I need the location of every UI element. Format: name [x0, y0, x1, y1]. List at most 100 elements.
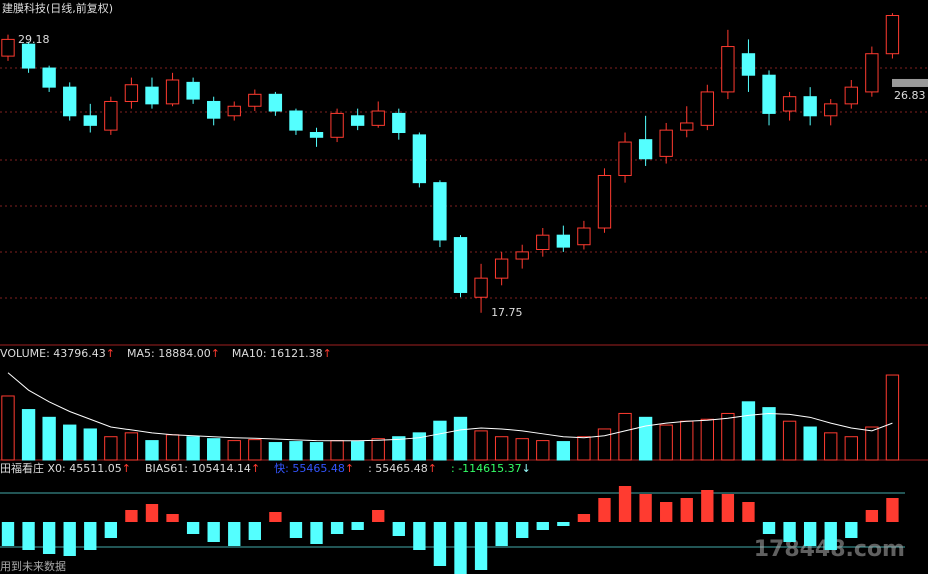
volume-legend: VOLUME: 43796.43↑: [0, 347, 115, 360]
indicator-bar: [42, 522, 56, 554]
volume-bar: [227, 440, 241, 461]
volume-bar: [721, 412, 735, 461]
indicator-bar: [495, 522, 508, 546]
candle-body: [227, 105, 241, 117]
volume-bar: [1, 395, 15, 461]
candle-body: [412, 134, 427, 184]
candle-body: [289, 110, 303, 131]
indicator-bar: [886, 498, 899, 522]
candle-body: [42, 67, 56, 88]
indicator-note: 用到未来数据: [0, 559, 66, 573]
legend-arrow: ↑: [323, 347, 332, 360]
indicator-legend: 田福看庄 X0: 45511.05↑: [0, 461, 131, 475]
indicator-bar: [824, 522, 837, 550]
candle-body: [83, 115, 97, 126]
candle-body: [741, 53, 756, 76]
volume-bar: [659, 424, 673, 461]
legend-arrow: ↑: [428, 462, 437, 475]
volume-bar: [289, 441, 303, 461]
volume-bar: [700, 418, 714, 461]
candle-body: [762, 74, 776, 114]
volume-bar: [42, 416, 56, 461]
volume-bar: [474, 430, 488, 461]
candle-body: [721, 46, 735, 93]
volume-bar: [104, 436, 118, 461]
indicator-bar: [104, 522, 118, 538]
indicator-bar: [84, 522, 97, 550]
legend-text: 快: 55465.48: [274, 462, 345, 475]
candle-body: [700, 91, 714, 126]
indicator-bar: [330, 522, 344, 534]
indicator-bar: [413, 522, 426, 550]
indicator-bar: [721, 494, 735, 522]
indicator-bar: [207, 522, 220, 542]
candle-body: [104, 100, 118, 131]
legend-arrow: ↓: [522, 462, 531, 475]
candle-body: [371, 110, 385, 126]
volume-bar: [885, 374, 900, 461]
indicator-bar: [865, 510, 879, 522]
volume-bar: [865, 426, 879, 461]
legend-text: MA5: 18884.00: [127, 347, 211, 360]
candle-body: [21, 43, 36, 69]
candle-body: [433, 182, 447, 241]
indicator-bar: [618, 486, 632, 522]
indicator-bar: [351, 522, 364, 530]
candle-body: [638, 139, 653, 160]
volume-bar: [433, 420, 447, 461]
candle-body: [350, 115, 365, 126]
indicator-legend: : -114615.37↓: [451, 462, 531, 475]
indicator-bar: [63, 522, 76, 556]
volume-bar: [145, 440, 159, 461]
indicator-bar: [742, 502, 755, 522]
candle-body: [1, 38, 15, 57]
candle-body: [474, 277, 488, 298]
candle-body: [63, 86, 77, 117]
indicator-bar: [598, 498, 611, 522]
candle-body: [145, 86, 159, 105]
legend-arrow: ↑: [106, 347, 115, 360]
candle-body: [824, 103, 838, 117]
indicator-bar: [22, 522, 35, 550]
candle-body: [453, 237, 468, 293]
legend-arrow: ↑: [251, 462, 260, 475]
last-price-box: [892, 78, 928, 87]
volume-legend: MA5: 18884.00↑: [127, 347, 220, 360]
volume-bar: [412, 432, 427, 461]
chart-title: 建膜科技(日线,前复权): [2, 1, 113, 15]
indicator-bar: [845, 522, 858, 538]
volume-bar: [803, 426, 817, 461]
volume-bar: [165, 434, 180, 461]
volume-legend: MA10: 16121.38↑: [232, 347, 332, 360]
indicator-bar: [248, 522, 261, 540]
candle-body: [597, 174, 612, 229]
volume-bar: [63, 424, 77, 461]
indicator-bar: [557, 522, 570, 526]
volume-bar: [330, 440, 344, 461]
indicator-bar: [1, 522, 15, 546]
indicator-bar: [145, 504, 159, 522]
legend-text: BIAS61: 105414.14: [145, 462, 251, 475]
volume-bar: [268, 442, 283, 461]
indicator-bar: [269, 512, 282, 522]
indicator-bar: [166, 514, 179, 522]
candle-body: [124, 84, 139, 102]
volume-bar: [782, 420, 797, 461]
indicator-bar: [577, 514, 591, 522]
volume-bar: [309, 442, 324, 461]
volume-bar: [248, 439, 262, 461]
legend-text: MA10: 16121.38: [232, 347, 323, 360]
candle-body: [618, 141, 632, 176]
volume-ma-line: [7, 372, 893, 442]
high-label: 29.18: [18, 33, 50, 46]
candle-body: [556, 234, 571, 248]
legend-text: VOLUME: 43796.43: [0, 347, 106, 360]
indicator-legend: 快: 55465.48↑: [274, 462, 354, 475]
volume-bar: [762, 407, 776, 461]
indicator-bar: [392, 522, 405, 536]
candle-body: [515, 251, 529, 260]
candle-body: [680, 122, 694, 131]
volume-bar: [638, 416, 653, 461]
volume-bar: [186, 436, 200, 461]
